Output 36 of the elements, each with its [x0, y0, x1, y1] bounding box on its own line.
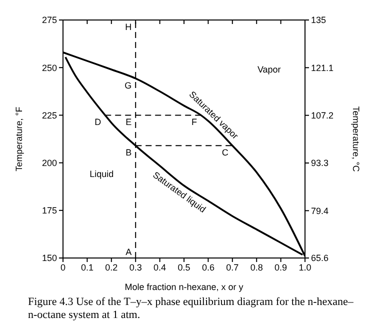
x-axis-title: Mole fraction n-hexane, x or y [124, 282, 244, 292]
y2-tick-label: 121.1 [311, 62, 334, 73]
y2-tick-label: 135 [311, 15, 326, 26]
y-tick-label: 225 [42, 110, 57, 120]
y-tick-label: 250 [42, 62, 57, 73]
annotation: D [94, 117, 102, 128]
x-tick-label: 0 [60, 262, 66, 272]
annotation: G [124, 80, 132, 90]
x-tick-label: 0.8 [250, 262, 263, 272]
y-axis-title: Temperature, °F [14, 106, 24, 172]
annotation: E [126, 117, 132, 128]
y2-tick-label: 107.2 [311, 110, 334, 121]
x-tick-label: 0.3 [129, 262, 142, 272]
y2-tick-label: 65.6 [311, 253, 329, 264]
x-tick-label: 0.5 [178, 262, 190, 272]
y-tick-label: 150 [42, 253, 57, 264]
x-tick-label: 0.6 [202, 262, 214, 272]
y-tick-label: 200 [42, 158, 57, 168]
caption: Figure 4.3 Use of the T–y–x phase equilibrium diagram for the n-hexane–n-octane system at 1 atm. [27, 296, 354, 322]
annotation: H [125, 22, 132, 32]
y-tick-label: 175 [42, 206, 57, 216]
annotation: C [222, 148, 229, 158]
y-tick-label: 275 [42, 15, 57, 26]
annotation: A [126, 247, 132, 257]
x-tick-label: 0.2 [105, 262, 118, 272]
y2-tick-label: 93.3 [311, 158, 329, 168]
x-tick-label: 0.9 [274, 262, 288, 272]
annotation: B [126, 148, 132, 158]
x-tick-label: 0.1 [80, 262, 94, 272]
x-tick-label: 1.0 [298, 262, 312, 272]
annotation: Liquid [90, 169, 114, 180]
y2-tick-label: 79.4 [311, 206, 329, 216]
x-tick-label: 0.7 [226, 262, 239, 272]
x-tick-label: 0.4 [154, 262, 166, 272]
annotation: Vapor [257, 64, 281, 74]
y2-axis-title: Temperature, °C [350, 106, 361, 172]
